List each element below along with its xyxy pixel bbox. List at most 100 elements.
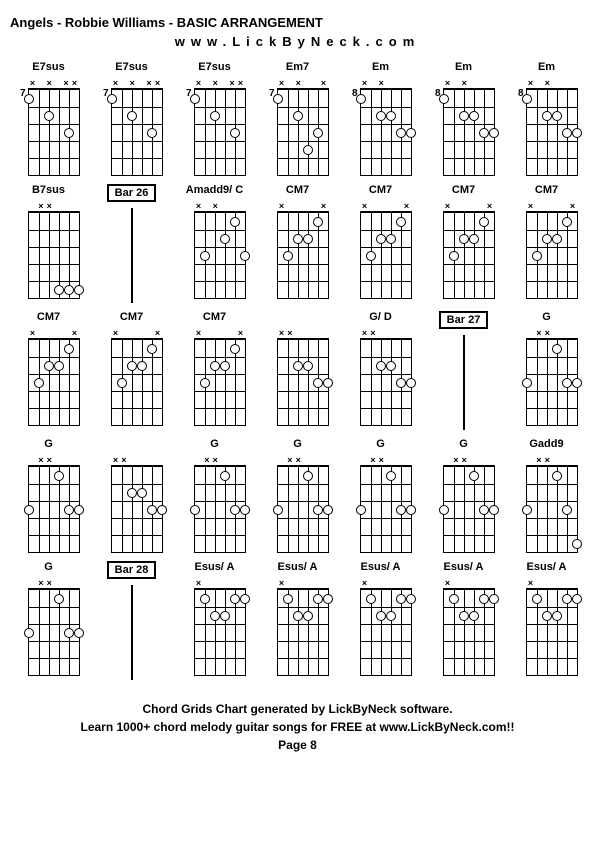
finger-dot	[396, 505, 406, 515]
string-marks: ××	[28, 455, 80, 465]
finger-dot	[469, 234, 479, 244]
fretboard	[360, 338, 412, 426]
finger-dot	[54, 285, 64, 295]
string-marks: ××	[360, 201, 412, 211]
finger-dot	[64, 128, 74, 138]
chord-name: Em	[372, 61, 389, 75]
chord-diagram: E7sus7××××	[176, 61, 253, 176]
finger-dot	[230, 594, 240, 604]
finger-dot	[489, 505, 499, 515]
fretboard	[111, 465, 163, 553]
string-marks: ×	[443, 578, 495, 588]
chord-name: CM7	[203, 311, 226, 325]
string-marks: ×××	[277, 78, 329, 88]
chord-grid: E7sus7××××E7sus7××××E7sus7××××Em77×××Em8…	[10, 61, 585, 680]
finger-dot	[479, 594, 489, 604]
chord-diagram: CM7××	[93, 311, 170, 430]
fretboard	[194, 338, 246, 426]
finger-dot	[469, 471, 479, 481]
finger-dot	[459, 611, 469, 621]
finger-dot	[386, 361, 396, 371]
finger-dot	[406, 505, 416, 515]
finger-dot	[562, 594, 572, 604]
chord-name: Em7	[286, 61, 309, 75]
finger-dot	[240, 505, 250, 515]
finger-dot	[313, 378, 323, 388]
fretboard	[360, 588, 412, 676]
string-marks: ××	[277, 328, 329, 338]
string-marks: ××××	[194, 78, 246, 88]
finger-dot	[552, 234, 562, 244]
finger-dot	[489, 128, 499, 138]
finger-dot	[230, 217, 240, 227]
page-title: Angels - Robbie Williams - BASIC ARRANGE…	[10, 15, 585, 30]
finger-dot	[74, 505, 84, 515]
finger-dot	[127, 111, 137, 121]
finger-dot	[522, 505, 532, 515]
chord-diagram: E7sus7××××	[93, 61, 170, 176]
finger-dot	[572, 594, 582, 604]
page-subtitle: www.LickByNeck.com	[10, 34, 585, 49]
chord-diagram: Em8××	[342, 61, 419, 176]
finger-dot	[572, 539, 582, 549]
string-marks: ××××	[28, 78, 80, 88]
fretboard	[111, 338, 163, 426]
chord-name: Esus/ A	[278, 561, 318, 575]
chord-diagram: G××	[259, 438, 336, 553]
chord-name: Esus/ A	[444, 561, 484, 575]
finger-dot	[147, 128, 157, 138]
chord-diagram: Esus/ A×	[259, 561, 336, 680]
chord-name: Gadd9	[529, 438, 563, 452]
finger-dot	[489, 594, 499, 604]
finger-dot	[74, 628, 84, 638]
chord-name: CM7	[286, 184, 309, 198]
finger-dot	[396, 378, 406, 388]
finger-dot	[562, 505, 572, 515]
fretboard	[443, 88, 495, 176]
finger-dot	[210, 111, 220, 121]
chord-diagram: CM7××	[508, 184, 585, 303]
string-marks: ××	[111, 328, 163, 338]
finger-dot	[293, 361, 303, 371]
string-marks: ××	[526, 455, 578, 465]
finger-dot	[54, 471, 64, 481]
string-marks: ××	[194, 328, 246, 338]
finger-dot	[273, 94, 283, 104]
finger-dot	[240, 594, 250, 604]
string-marks: ××	[194, 455, 246, 465]
chord-name: E7sus	[115, 61, 147, 75]
fretboard	[194, 588, 246, 676]
finger-dot	[356, 505, 366, 515]
fretboard	[443, 588, 495, 676]
string-marks: ×	[194, 578, 246, 588]
string-marks: ××××	[111, 78, 163, 88]
chord-diagram: Esus/ A×	[176, 561, 253, 680]
footer-line1: Chord Grids Chart generated by LickByNec…	[10, 700, 585, 718]
finger-dot	[64, 344, 74, 354]
chord-diagram: B7sus××	[10, 184, 87, 303]
fretboard	[360, 211, 412, 299]
chord-name: E7sus	[32, 61, 64, 75]
fretboard	[277, 88, 329, 176]
finger-dot	[200, 378, 210, 388]
bar-marker: Bar 28	[93, 561, 170, 680]
finger-dot	[386, 471, 396, 481]
string-marks: ××	[28, 201, 80, 211]
chord-name: Esus/ A	[361, 561, 401, 575]
finger-dot	[313, 128, 323, 138]
fretboard	[194, 465, 246, 553]
finger-dot	[386, 234, 396, 244]
finger-dot	[210, 361, 220, 371]
finger-dot	[479, 128, 489, 138]
finger-dot	[147, 344, 157, 354]
finger-dot	[542, 611, 552, 621]
finger-dot	[127, 361, 137, 371]
finger-dot	[449, 594, 459, 604]
finger-dot	[406, 128, 416, 138]
chord-diagram: G××	[342, 438, 419, 553]
finger-dot	[562, 217, 572, 227]
finger-dot	[240, 251, 250, 261]
chord-name: G	[542, 311, 551, 325]
finger-dot	[230, 128, 240, 138]
fretboard	[28, 465, 80, 553]
